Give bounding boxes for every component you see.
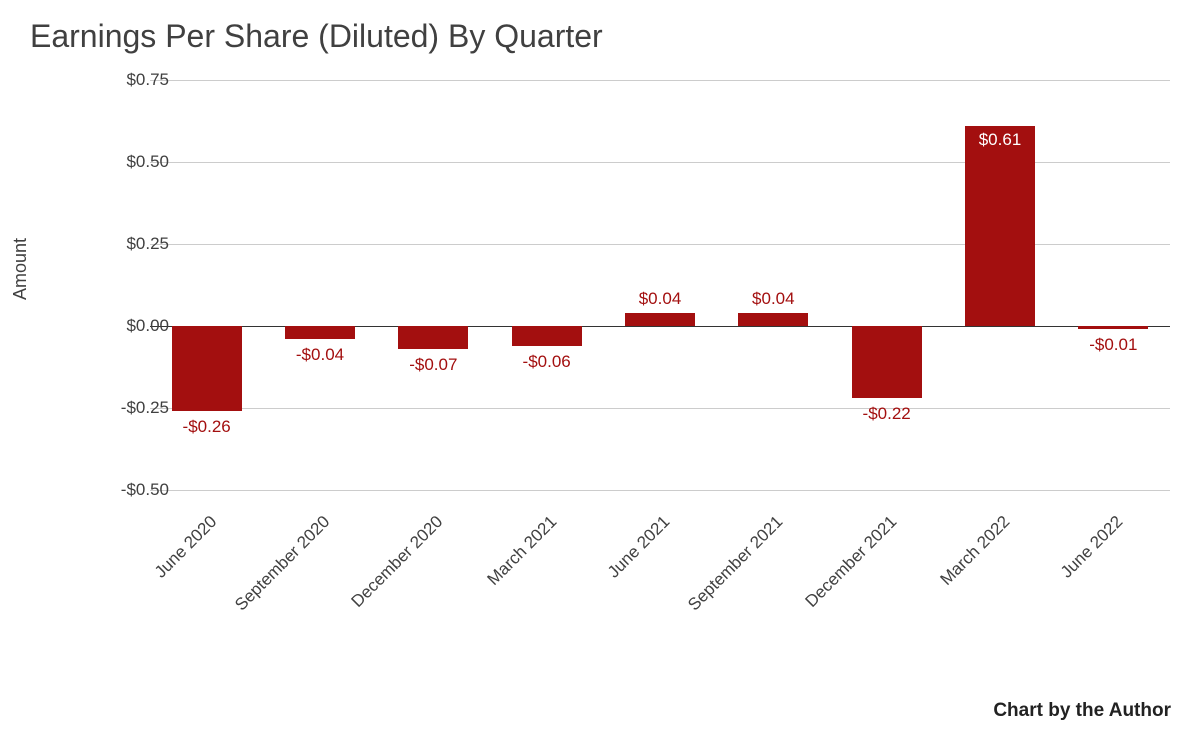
y-tick-label: -$0.50 (89, 480, 169, 500)
bar-value-label: -$0.06 (523, 352, 571, 372)
bar-value-label: $0.61 (979, 130, 1022, 150)
bar (965, 126, 1035, 326)
chart-title: Earnings Per Share (Diluted) By Quarter (30, 18, 603, 55)
gridline (150, 490, 1170, 491)
bar (172, 326, 242, 411)
y-axis-label: Amount (10, 238, 31, 300)
bar (512, 326, 582, 346)
bar-value-label: $0.04 (639, 289, 682, 309)
bar-value-label: $0.04 (752, 289, 795, 309)
y-tick-label: $0.00 (89, 316, 169, 336)
y-tick-label: $0.25 (89, 234, 169, 254)
bar-value-label: -$0.01 (1089, 335, 1137, 355)
bar (625, 313, 695, 326)
bar (1078, 326, 1148, 329)
gridline (150, 80, 1170, 81)
x-tick-label: June 2022 (986, 512, 1127, 653)
bar (285, 326, 355, 339)
bar-value-label: -$0.26 (183, 417, 231, 437)
y-tick-label: -$0.25 (89, 398, 169, 418)
bar (738, 313, 808, 326)
bar-value-label: -$0.07 (409, 355, 457, 375)
bar (852, 326, 922, 398)
chart-credit: Chart by the Author (993, 700, 1171, 722)
chart-container: { "chart": { "type": "bar", "title": "Ea… (0, 0, 1199, 742)
gridline (150, 408, 1170, 409)
bar-value-label: -$0.04 (296, 345, 344, 365)
plot-area: -$0.26 -$0.04 -$0.07 -$0.06 $0.04 $0.04 -$0.22… (150, 80, 1170, 490)
bar-value-label: -$0.22 (863, 404, 911, 424)
y-tick-label: $0.50 (89, 152, 169, 172)
bar (398, 326, 468, 349)
y-tick-label: $0.75 (89, 70, 169, 90)
